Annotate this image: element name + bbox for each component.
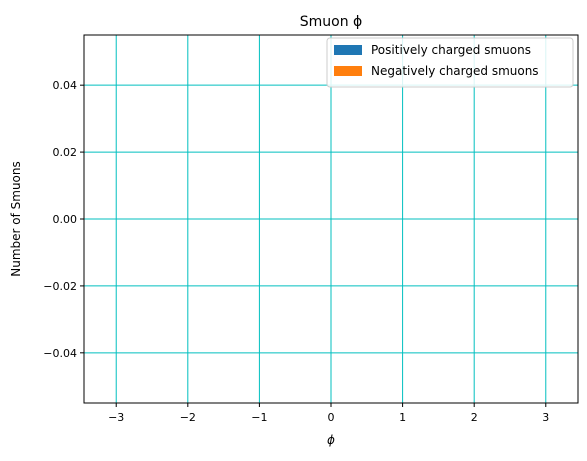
x-tick-label: −3 xyxy=(108,411,124,424)
y-tick-label: −0.02 xyxy=(43,280,77,293)
x-tick-label: −1 xyxy=(251,411,267,424)
y-axis-label: Number of Smuons xyxy=(9,161,23,277)
x-axis-label: ϕ xyxy=(327,433,335,447)
y-axis-ticks: −0.04 −0.02 0.00 0.02 0.04 xyxy=(43,79,84,360)
grid xyxy=(84,35,578,403)
x-tick-label: −2 xyxy=(180,411,196,424)
x-tick-label: 3 xyxy=(542,411,549,424)
chart-title: Smuon ϕ xyxy=(300,14,363,30)
legend-swatch xyxy=(334,45,362,55)
y-tick-label: −0.04 xyxy=(43,347,77,360)
legend: Positively charged smuons Negatively char… xyxy=(326,37,574,88)
x-axis-ticks: −3 −2 −1 0 1 2 3 xyxy=(108,403,549,424)
legend-swatch xyxy=(334,66,362,76)
x-tick-label: 0 xyxy=(328,411,335,424)
y-tick-label: 0.00 xyxy=(53,213,78,226)
legend-frame xyxy=(326,37,574,88)
legend-label: Positively charged smuons xyxy=(371,43,531,57)
x-tick-label: 1 xyxy=(399,411,406,424)
x-tick-label: 2 xyxy=(471,411,478,424)
legend-label: Negatively charged smuons xyxy=(371,64,539,78)
y-tick-label: 0.04 xyxy=(53,79,78,92)
y-tick-label: 0.02 xyxy=(53,146,78,159)
